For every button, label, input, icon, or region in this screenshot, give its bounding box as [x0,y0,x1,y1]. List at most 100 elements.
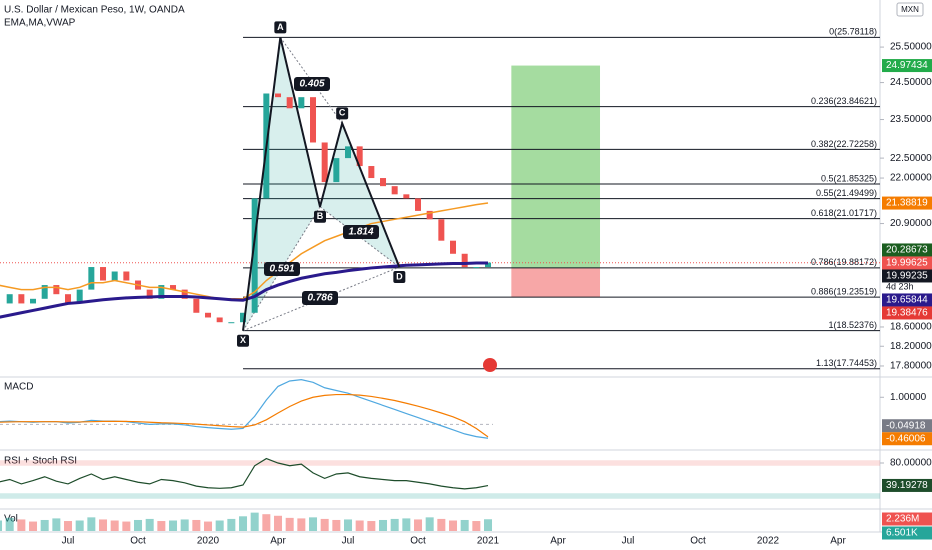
fib-label: 0.786(19.88172) [811,257,877,267]
candle [65,294,72,304]
candle [251,198,258,313]
candle [111,271,118,281]
price-tag [882,59,932,73]
indicator-list: EMA,MA,VWAP [4,18,76,29]
volume-bar [145,518,154,531]
ratio-label: 0.405 [299,79,324,90]
volume-bar [355,520,364,531]
pattern-point [314,210,327,223]
volume-bar [437,518,446,531]
volume-bar [134,519,143,531]
candle [286,97,293,109]
candle [415,198,422,211]
ratio-label: 0.591 [269,264,294,275]
price-tag-label: 20.28673 [886,245,928,256]
volume-bar [484,519,493,531]
pattern-point-label: A [277,22,284,32]
currency-badge[interactable] [896,2,924,17]
volume-bar [367,521,376,531]
candle [123,271,130,281]
volume-bar [204,521,213,531]
volume-bar [449,520,458,531]
candle [158,285,165,299]
candle [88,267,95,290]
price-tag [882,432,932,446]
candle [345,146,352,159]
y-tick-label: 22.50000 [890,153,932,164]
volume-bar [180,519,189,531]
volume-bar [414,519,423,531]
pattern-point-label: B [317,211,324,221]
price-tag [882,196,932,210]
candle [216,317,223,323]
price-tag [882,293,932,307]
volume-bar [390,518,399,531]
overbought-band [0,460,880,466]
fib-label: 1(18.52376) [828,320,877,330]
volume-bar [17,519,26,531]
price-tag [882,478,932,492]
candle [30,298,37,304]
fib-label: 0.382(22.72258) [811,139,877,149]
candle [146,289,153,299]
volume-bar [0,520,3,531]
candle [461,253,468,268]
volume-bar [332,519,341,531]
pattern-point-label: C [339,108,346,118]
indicator-line [0,457,489,490]
ratio-box [343,225,379,239]
price-tag-label: 19.65844 [886,295,928,306]
chart-title: U.S. Dollar / Mexican Peso, 1W, OANDA [4,5,185,16]
fib-label: 0.886(19.23519) [811,287,877,297]
volume-bar [215,520,224,531]
fib-label: 1.13(17.74453) [816,358,877,368]
volume-bar [250,512,259,531]
pattern-outline [242,37,401,331]
volume-bar [309,517,318,531]
currency: MXN [901,5,919,14]
x-tick-label: Apr [270,536,286,547]
price-tag-label: 21.38819 [886,198,928,209]
y-tick-label: 18.60000 [890,322,932,333]
candle [450,240,457,254]
price-tag-label: 6.501K [886,528,918,539]
x-tick-label: Oct [690,536,706,547]
y-tick-label: 20.90000 [890,218,932,229]
volume-bar [169,520,178,531]
candle [76,289,83,304]
y-tick-label: 17.80000 [890,361,932,372]
candle [473,267,480,269]
y-tick-label: 24.50000 [890,77,932,88]
pattern-bcd [320,123,400,268]
candle [380,178,387,187]
oversold-band [0,493,880,499]
volume-bar [297,518,306,531]
countdown-label: 4d 23h [886,281,914,291]
ratio-box [294,77,330,91]
pattern-point-label: X [240,335,246,345]
y-tick-label: 1.00000 [890,392,927,403]
x-tick-label: Apr [830,536,846,547]
candle [438,219,445,241]
volume-bar [344,519,353,531]
x-tick-label: Apr [550,536,566,547]
volume-bar [402,518,411,531]
candle [485,262,492,268]
fib-label: 0.236(23.84621) [811,96,877,106]
ratio-box [264,262,300,276]
volume-bar [262,514,271,531]
volume-bar [274,515,283,531]
volume-bar [472,521,481,531]
candle [18,294,25,304]
pattern-xab [243,37,321,331]
price-tag [882,243,932,257]
indicator-line [0,393,489,438]
candle [391,186,398,195]
candle [6,294,13,304]
price-tag-label: 24.97434 [886,60,928,71]
candle [426,210,433,220]
volume-bar [75,520,84,531]
volume-bar [52,518,61,531]
pattern-point-label: D [396,271,403,281]
